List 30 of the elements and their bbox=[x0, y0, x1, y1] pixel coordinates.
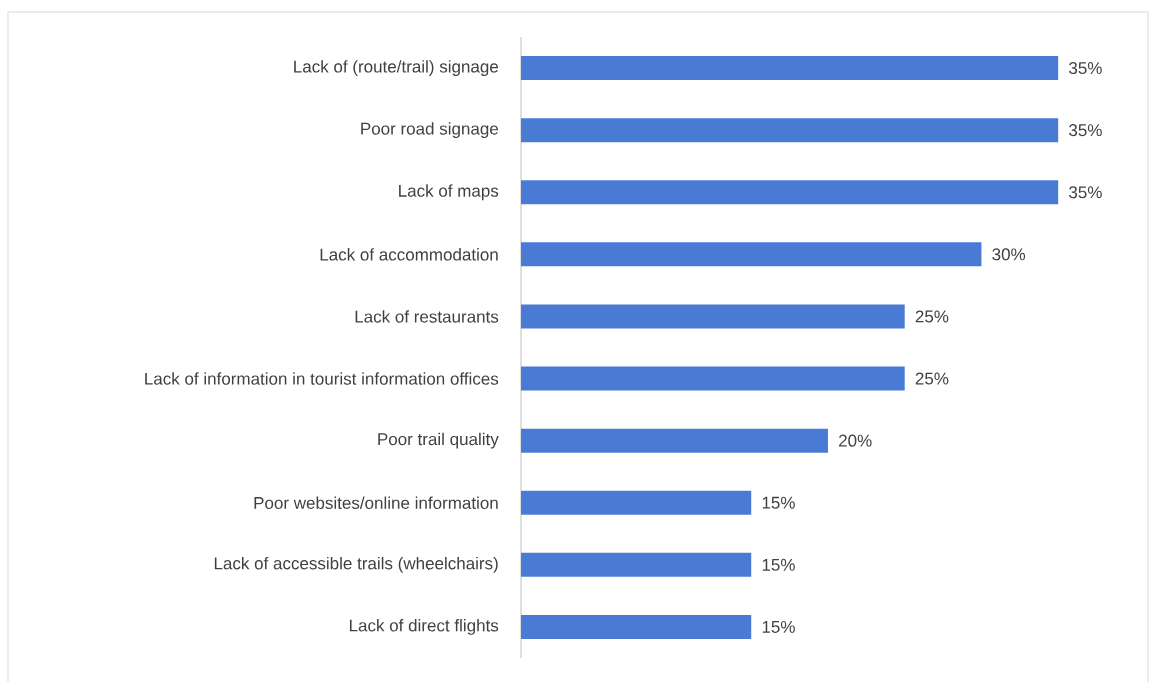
y-tick-label: Poor road signage bbox=[361, 122, 499, 139]
data-label: 25% bbox=[915, 372, 949, 385]
bar bbox=[521, 366, 905, 391]
data-label: 35% bbox=[1069, 186, 1102, 199]
data-label: 30% bbox=[992, 248, 1026, 261]
bar bbox=[521, 490, 752, 515]
y-tick-label: Lack of accessible trails (wheelchairs) bbox=[214, 556, 498, 573]
bar bbox=[521, 180, 1059, 205]
bar bbox=[521, 118, 1059, 143]
y-tick-label: Lack of accommodation bbox=[320, 248, 498, 261]
data-label: 15% bbox=[762, 496, 795, 509]
y-tick-label: Lack of (route/trail) signage bbox=[294, 60, 499, 76]
bar bbox=[521, 56, 1059, 81]
y-tick-label: Lack of information in tourist information offices bbox=[145, 372, 499, 385]
data-label: 15% bbox=[762, 620, 795, 633]
bar bbox=[521, 552, 752, 577]
y-tick-label: Lack of maps bbox=[399, 184, 499, 201]
bar bbox=[521, 428, 828, 453]
data-label: 15% bbox=[762, 558, 795, 571]
data-label: 35% bbox=[1069, 62, 1102, 75]
y-tick-label: Lack of direct flights bbox=[349, 619, 499, 635]
bar bbox=[521, 614, 752, 639]
data-label: 35% bbox=[1069, 124, 1102, 137]
y-tick-label: Poor websites/online information bbox=[254, 496, 498, 509]
bar bbox=[521, 242, 982, 267]
bar bbox=[521, 304, 905, 329]
y-tick-label: Lack of restaurants bbox=[355, 310, 499, 323]
data-label: 25% bbox=[915, 310, 949, 323]
y-tick-label: Poor trail quality bbox=[378, 432, 499, 449]
data-label: 20% bbox=[839, 434, 872, 447]
